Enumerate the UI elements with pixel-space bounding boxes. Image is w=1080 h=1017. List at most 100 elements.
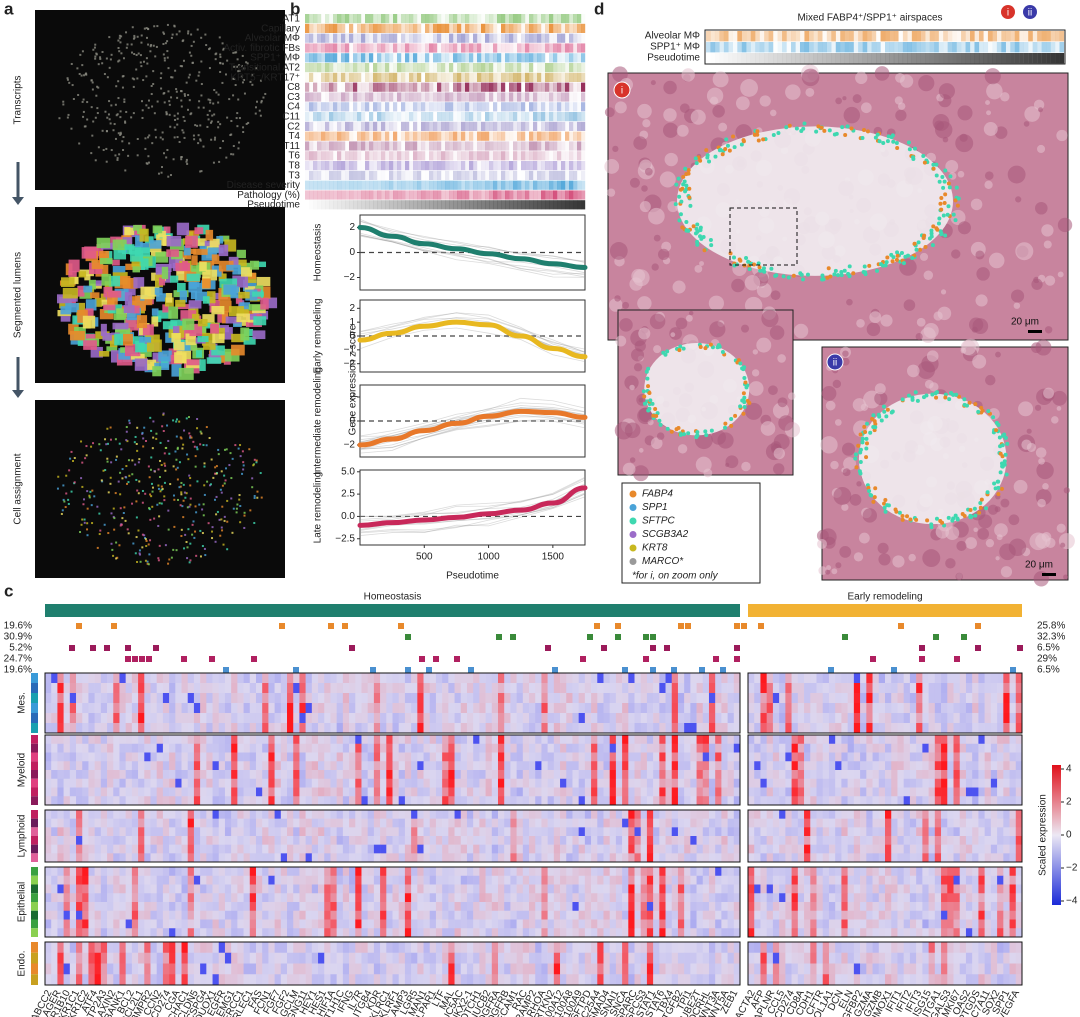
heatmap-cell xyxy=(848,673,855,683)
heatmap-cell xyxy=(213,703,220,713)
heatmap-cell xyxy=(610,673,617,683)
image-texture xyxy=(194,227,203,234)
track-stripe xyxy=(573,151,577,160)
heatmap-cell xyxy=(138,703,145,713)
track-stripe xyxy=(894,31,899,41)
heatmap-cell xyxy=(591,683,598,693)
track-stripe xyxy=(473,43,477,52)
heatmap-cell xyxy=(616,673,623,683)
heatmap-cell xyxy=(591,723,598,733)
image-texture xyxy=(127,155,129,157)
image-texture xyxy=(143,61,145,63)
track-stripe xyxy=(473,132,477,141)
transcript-dot xyxy=(973,514,977,518)
track-stripe xyxy=(357,151,361,160)
track-stripe xyxy=(441,161,445,170)
track-stripe xyxy=(525,112,529,121)
track-stripe xyxy=(333,43,337,52)
legend-swatch xyxy=(630,518,637,525)
image-texture xyxy=(154,55,156,57)
heatmap-cell xyxy=(1010,693,1017,703)
image-texture xyxy=(189,99,191,101)
image-texture xyxy=(82,503,84,505)
image-texture xyxy=(180,504,182,506)
track-stripe xyxy=(325,14,329,23)
track-stripe xyxy=(369,112,373,121)
track-stripe xyxy=(329,181,333,190)
track-stripe xyxy=(809,53,814,63)
tissue-texture xyxy=(652,263,659,270)
track-stripe xyxy=(489,151,493,160)
heatmap-cell xyxy=(572,703,579,713)
pct-label: 32.3% xyxy=(1037,632,1065,643)
heatmap-cell xyxy=(891,673,898,683)
track-stripe xyxy=(858,42,863,52)
track-stripe xyxy=(537,14,541,23)
transcript-dot xyxy=(746,260,750,264)
track-stripe xyxy=(345,141,349,150)
heatmap-cell xyxy=(721,683,728,693)
heatmap-cell xyxy=(1016,693,1023,703)
heatmap-cell xyxy=(854,673,861,683)
track-stripe xyxy=(525,161,529,170)
image-texture xyxy=(198,71,200,73)
track-stripe xyxy=(385,63,389,72)
heatmap-cell xyxy=(647,683,654,693)
image-texture xyxy=(158,559,160,561)
transcript-dot xyxy=(666,427,670,431)
track-stripe xyxy=(970,31,975,41)
transcript-dot xyxy=(864,455,868,459)
track-stripe xyxy=(840,42,845,52)
heatmap-cell xyxy=(554,673,561,683)
x-axis-label: Pseudotime xyxy=(446,571,499,582)
heatmap-cell xyxy=(804,683,811,693)
gene-set-mark xyxy=(223,667,229,673)
image-texture xyxy=(171,37,173,39)
image-texture xyxy=(218,161,220,163)
track-stripe xyxy=(401,112,405,121)
track-stripe xyxy=(827,42,832,52)
track-stripe xyxy=(305,53,309,62)
heatmap-cell xyxy=(448,723,455,733)
track-stripe xyxy=(493,92,497,101)
row-label: Mes. xyxy=(17,692,28,714)
image-texture xyxy=(139,549,141,551)
transcript-dot xyxy=(955,186,959,190)
track-stripe xyxy=(553,63,557,72)
track-stripe xyxy=(329,73,333,82)
track-label: Pseudotime xyxy=(647,53,700,64)
track-stripe xyxy=(341,171,345,180)
image-texture xyxy=(184,492,186,494)
image-texture xyxy=(121,140,123,142)
track-stripe xyxy=(509,24,513,33)
heatmap-cell xyxy=(436,723,443,733)
image-texture xyxy=(163,495,165,497)
track-stripe xyxy=(421,151,425,160)
transcript-dot xyxy=(911,155,915,159)
transcript-dot xyxy=(848,264,852,268)
heatmap-cell xyxy=(678,723,685,733)
image-texture xyxy=(74,481,76,483)
track-stripe xyxy=(509,53,513,62)
track-stripe xyxy=(393,161,397,170)
track-stripe xyxy=(577,92,581,101)
track-stripe xyxy=(565,171,569,180)
heatmap-cell xyxy=(572,683,579,693)
tissue-texture xyxy=(833,380,841,388)
track-stripe xyxy=(413,92,417,101)
track-stripe xyxy=(525,171,529,180)
image-texture xyxy=(117,80,119,82)
gene-set-mark xyxy=(615,623,621,629)
heatmap-cell xyxy=(829,693,836,703)
heatmap-cell xyxy=(910,683,917,693)
track-stripe xyxy=(921,31,926,41)
image-texture xyxy=(88,495,90,497)
image-texture xyxy=(93,495,95,497)
track-stripe xyxy=(533,190,537,199)
heatmap-cell xyxy=(256,713,263,723)
track-stripe xyxy=(421,102,425,111)
heatmap-cell xyxy=(479,713,486,723)
track-stripe xyxy=(565,151,569,160)
image-texture xyxy=(253,522,255,524)
track-stripe xyxy=(525,73,529,82)
